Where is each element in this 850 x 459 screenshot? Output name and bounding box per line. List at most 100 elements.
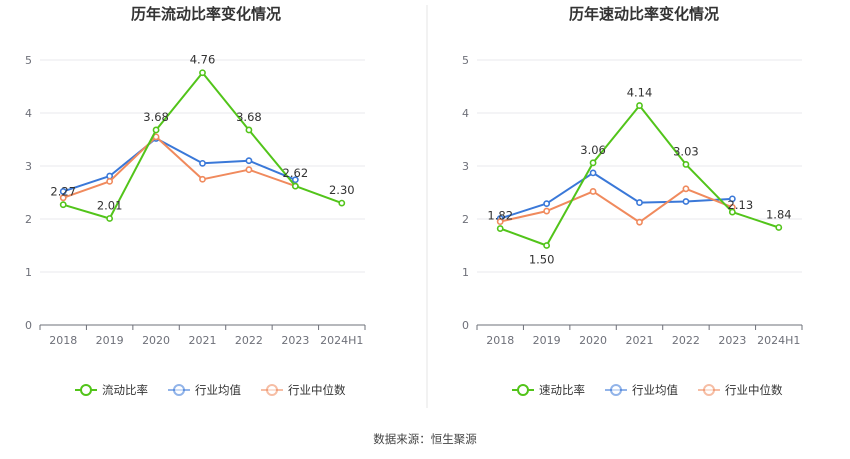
- legend-swatch-marker: [703, 384, 715, 396]
- data-point: [291, 176, 299, 184]
- data-label: 3.06: [580, 143, 606, 157]
- y-tick-label: 1: [462, 266, 469, 279]
- series-line-1: [62, 137, 296, 193]
- legend-label: 行业中位数: [725, 383, 783, 397]
- series-line-2: [62, 135, 296, 199]
- x-tick-label: 2018: [486, 334, 514, 347]
- data-point: [543, 200, 551, 208]
- chart-panel-1: 历年流动比率变化情况 0 1 2 3 4 5 2018 2019 2020 2021 2022 2023…: [25, 5, 366, 397]
- legend-swatch-marker: [173, 384, 185, 396]
- data-point: [291, 182, 299, 190]
- data-point: [245, 126, 253, 134]
- data-point: [106, 177, 114, 185]
- data-label: 2.01: [97, 198, 123, 212]
- y-tick-label: 5: [462, 54, 469, 67]
- x-tick-label: 2024H1: [757, 334, 800, 347]
- data-point: [682, 185, 690, 193]
- data-point: [543, 207, 551, 215]
- x-tick-label: 2019: [96, 334, 124, 347]
- data-point: [775, 224, 783, 231]
- charts-group: 历年流动比率变化情况 0 1 2 3 4 5 2018 2019 2020 2021 2022 2023…: [25, 5, 803, 397]
- data-label: 4.14: [627, 86, 653, 100]
- data-label: 3.68: [236, 110, 262, 124]
- x-tick-label: 2021: [189, 334, 217, 347]
- series-line-0: [62, 71, 343, 220]
- data-point: [728, 195, 736, 203]
- data-point: [589, 169, 597, 177]
- legend-swatch-marker: [80, 384, 92, 396]
- legend-item-2: 行业中位数: [698, 383, 783, 397]
- data-label: 2.30: [329, 183, 355, 197]
- series-line-2: [499, 187, 733, 224]
- x-tick-label: 2018: [49, 334, 77, 347]
- footer-source: 数据来源：恒生聚源: [373, 432, 477, 446]
- data-label: 2.62: [283, 166, 309, 180]
- legend-item-0: 速动比率: [512, 383, 585, 397]
- data-point: [636, 102, 643, 109]
- y-tick-label: 2: [25, 213, 32, 226]
- x-tick-label: 2023: [718, 334, 746, 347]
- data-point: [106, 172, 114, 180]
- data-point: [543, 242, 551, 249]
- x-tick-label: 2019: [533, 334, 561, 347]
- x-tick-label: 2020: [142, 334, 170, 347]
- data-label: 2.27: [50, 185, 76, 199]
- data-point: [636, 218, 643, 226]
- data-point: [59, 194, 67, 202]
- x-tick-label: 2022: [672, 334, 700, 347]
- chart-panel-2: 历年速动比率变化情况 0 1 2 3 4 5 2018 2019 2020 2021 2022 2023…: [462, 5, 803, 397]
- legend-label: 行业均值: [195, 383, 241, 397]
- data-label: 2.13: [728, 198, 754, 212]
- legend-swatch-marker: [517, 384, 529, 396]
- series-line-1: [499, 171, 733, 220]
- x-tick-label: 2021: [626, 334, 654, 347]
- data-point: [589, 188, 597, 195]
- legend-swatch-marker: [610, 384, 622, 396]
- data-point: [59, 201, 67, 209]
- data-label: 3.68: [143, 110, 169, 124]
- y-tick-label: 3: [462, 160, 469, 173]
- y-tick-label: 2: [462, 213, 469, 226]
- x-tick-label: 2024H1: [320, 334, 363, 347]
- data-point: [338, 199, 346, 207]
- data-point: [152, 126, 160, 134]
- data-point: [496, 218, 504, 226]
- legend-label: 行业中位数: [288, 383, 346, 397]
- y-tick-label: 3: [25, 160, 32, 173]
- legend-item-1: 行业均值: [168, 383, 241, 397]
- data-label: 3.03: [673, 144, 699, 158]
- data-point: [245, 166, 253, 174]
- data-point: [636, 199, 643, 206]
- data-point: [682, 198, 690, 205]
- y-tick-label: 1: [25, 266, 32, 279]
- y-tick-label: 4: [462, 107, 469, 120]
- data-label: 4.76: [190, 53, 216, 67]
- data-label: 1.84: [766, 207, 792, 221]
- x-tick-label: 2023: [281, 334, 309, 347]
- data-point: [682, 161, 690, 168]
- data-point: [106, 215, 114, 222]
- data-label: 1.82: [487, 209, 513, 223]
- x-tick-label: 2020: [579, 334, 607, 347]
- data-point: [728, 208, 736, 216]
- y-tick-label: 0: [462, 319, 469, 332]
- data-point: [199, 69, 206, 77]
- data-point: [589, 159, 597, 167]
- y-tick-label: 5: [25, 54, 32, 67]
- legend-label: 行业均值: [632, 383, 678, 397]
- y-tick-label: 4: [25, 107, 32, 120]
- data-point: [199, 175, 206, 183]
- data-point: [59, 188, 67, 195]
- data-point: [199, 159, 206, 167]
- legend-item-2: 行业中位数: [261, 383, 346, 397]
- chart-title: 历年流动比率变化情况: [131, 5, 281, 23]
- y-tick-label: 0: [25, 319, 32, 332]
- legend-label: 流动比率: [102, 383, 148, 397]
- x-tick-label: 2022: [235, 334, 263, 347]
- data-point: [496, 225, 504, 232]
- legend-item-1: 行业均值: [605, 383, 678, 397]
- legend-item-0: 流动比率: [75, 383, 148, 397]
- chart-title: 历年速动比率变化情况: [569, 5, 719, 23]
- legend-swatch-marker: [266, 384, 278, 396]
